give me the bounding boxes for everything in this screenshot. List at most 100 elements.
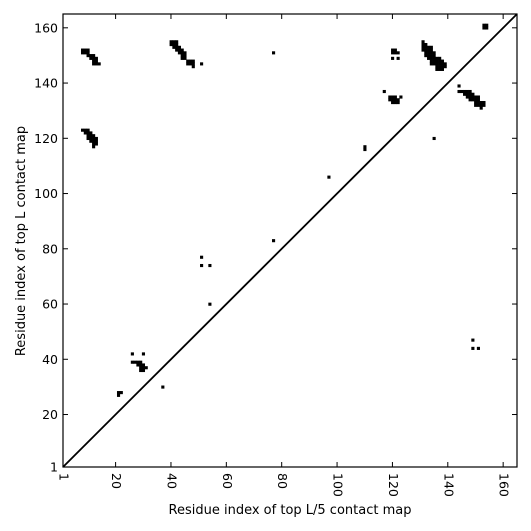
contact-point xyxy=(424,48,428,52)
contact-point xyxy=(92,145,96,149)
contact-point xyxy=(421,48,425,52)
contact-point xyxy=(272,51,276,55)
contact-point xyxy=(474,101,478,105)
contact-point xyxy=(393,51,397,55)
contact-point xyxy=(136,363,140,367)
contact-point xyxy=(89,56,93,60)
contact-point xyxy=(94,142,98,146)
y-tick-label: 140 xyxy=(34,76,58,91)
contact-point xyxy=(479,101,483,105)
contact-point xyxy=(396,98,400,102)
contact-point xyxy=(94,62,98,66)
contact-point xyxy=(474,98,478,102)
contact-point xyxy=(86,54,90,58)
contact-point xyxy=(83,131,87,135)
contact-point xyxy=(476,103,480,107)
y-axis-title: Residue index of top L contact map xyxy=(14,126,29,356)
contact-point xyxy=(432,59,436,63)
contact-point xyxy=(468,89,472,94)
contact-point xyxy=(180,51,184,55)
x-tick-label: 1 xyxy=(57,473,72,481)
tick-labels: 1 20 40 60 80 100 120 140 1601204060801001201401… xyxy=(34,20,512,497)
contact-point xyxy=(476,98,480,102)
contact-point xyxy=(438,67,442,71)
contact-point xyxy=(175,43,179,47)
contact-point xyxy=(440,59,444,63)
x-tick-label: 40 xyxy=(164,473,179,489)
contact-point xyxy=(391,51,395,55)
contact-point xyxy=(432,136,436,141)
contact-point xyxy=(175,48,179,52)
x-tick-label: 80 xyxy=(275,473,290,489)
contact-point xyxy=(427,56,431,60)
contact-point xyxy=(427,54,431,58)
contact-point xyxy=(208,263,212,268)
contact-point xyxy=(208,302,212,306)
contact-point xyxy=(382,89,386,94)
y-tick-label: 100 xyxy=(34,186,58,201)
contact-point xyxy=(363,147,367,152)
contact-point xyxy=(180,56,184,60)
contact-point xyxy=(86,134,90,138)
contact-point xyxy=(471,338,475,342)
contact-point xyxy=(421,40,425,44)
contact-point xyxy=(92,134,96,138)
contact-point xyxy=(116,391,121,395)
contact-point xyxy=(471,95,475,99)
contact-point xyxy=(393,98,397,102)
contact-point xyxy=(463,92,467,96)
contact-point xyxy=(86,136,90,141)
contact-point xyxy=(92,54,96,58)
contact-point xyxy=(429,62,433,66)
contact-point xyxy=(440,67,444,71)
y-tick-label: 40 xyxy=(42,352,58,367)
contact-point xyxy=(97,62,101,66)
diagonal-line xyxy=(62,13,518,468)
contact-point xyxy=(396,51,400,55)
contact-point xyxy=(468,95,472,99)
contact-point xyxy=(94,139,98,143)
contact-point xyxy=(119,391,123,395)
contact-point xyxy=(438,59,442,63)
contact-point xyxy=(465,95,469,99)
contact-point xyxy=(116,393,121,397)
contact-point xyxy=(94,59,98,63)
x-tick-label: 120 xyxy=(386,473,401,497)
contact-point xyxy=(435,59,439,63)
contact-point xyxy=(133,360,137,364)
contact-point xyxy=(476,346,480,350)
contact-point xyxy=(482,101,486,105)
contact-point xyxy=(177,45,182,49)
contact-point xyxy=(139,368,143,373)
contact-point xyxy=(183,51,187,55)
contact-point xyxy=(175,40,179,44)
contact-point xyxy=(443,65,447,69)
contact-point xyxy=(188,59,193,63)
contact-point xyxy=(432,51,436,55)
contact-point xyxy=(479,103,483,107)
contact-point xyxy=(474,103,478,107)
contact-point xyxy=(272,239,276,243)
y-tick-label: 120 xyxy=(34,131,58,146)
y-tick-label: 60 xyxy=(42,297,58,312)
contact-point xyxy=(89,136,93,141)
contact-point xyxy=(144,366,148,370)
contact-point xyxy=(479,106,483,110)
contact-point xyxy=(130,360,134,364)
y-tick-label: 20 xyxy=(42,407,58,422)
contact-point xyxy=(191,59,195,63)
contact-point xyxy=(172,45,176,49)
contact-point xyxy=(393,48,397,52)
contact-point xyxy=(485,23,489,27)
contact-point xyxy=(89,134,93,138)
contact-point xyxy=(429,59,433,63)
contact-point xyxy=(92,56,96,60)
contact-point xyxy=(432,62,436,66)
x-tick-label: 60 xyxy=(220,473,235,489)
contact-point xyxy=(89,131,93,135)
contact-point xyxy=(465,92,469,96)
contact-point xyxy=(188,62,193,66)
contact-point xyxy=(169,43,173,47)
contact-point xyxy=(83,128,87,132)
contact-point xyxy=(89,54,93,58)
